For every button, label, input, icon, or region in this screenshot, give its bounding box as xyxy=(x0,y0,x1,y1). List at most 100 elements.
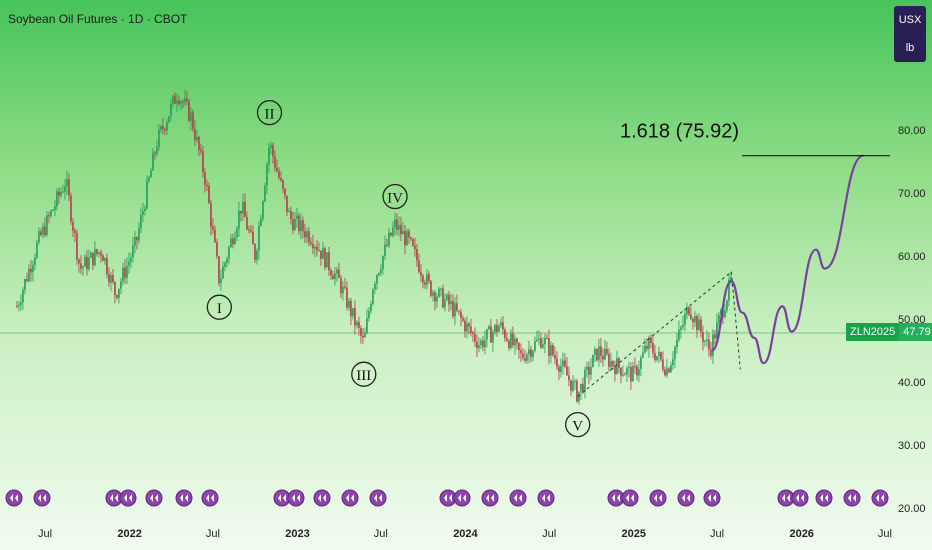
candle-body xyxy=(384,244,386,257)
event-icon-glyph xyxy=(10,494,18,502)
candle-body xyxy=(32,264,34,273)
candle-body xyxy=(224,262,226,267)
candle-body xyxy=(294,218,296,231)
candle-body xyxy=(392,227,394,236)
event-icon xyxy=(341,489,359,507)
candle-body xyxy=(210,203,212,227)
x-tick-label: 2026 xyxy=(789,528,813,540)
candle-body xyxy=(262,201,264,219)
candle-body xyxy=(114,281,116,296)
candle-body xyxy=(682,324,684,328)
candle-body xyxy=(574,380,576,382)
candle-body xyxy=(376,275,378,284)
candle-body xyxy=(256,250,258,260)
candle-body xyxy=(102,255,104,261)
y-tick-label: 70.00 xyxy=(898,188,926,200)
x-tick-label: Jul xyxy=(878,528,892,540)
candle-body xyxy=(46,215,48,235)
candle-body xyxy=(154,152,156,154)
wedge-breakdown-line xyxy=(730,271,741,370)
candle-body xyxy=(24,279,26,290)
candle-body xyxy=(70,195,72,222)
candle-body xyxy=(494,324,496,333)
candle-body xyxy=(270,144,272,148)
candle-body xyxy=(706,339,708,341)
candle-body xyxy=(440,288,442,290)
candle-body xyxy=(172,95,174,104)
candle-body xyxy=(152,152,154,171)
candle-body xyxy=(344,286,346,288)
candle-body xyxy=(536,339,538,342)
event-icon-glyph xyxy=(458,494,466,502)
candle-body xyxy=(696,315,698,331)
candle-body xyxy=(498,326,500,332)
candle-body xyxy=(316,246,318,251)
candle-body xyxy=(182,101,184,103)
event-icon xyxy=(453,489,471,507)
candle-body xyxy=(266,164,268,187)
candle-body xyxy=(240,210,242,214)
candle-body xyxy=(142,211,144,215)
candle-body xyxy=(660,352,662,360)
candle-body xyxy=(44,226,46,235)
x-tick-label: Jul xyxy=(38,528,52,540)
candle-body xyxy=(186,98,188,102)
candle-body xyxy=(578,391,580,402)
candle-body xyxy=(718,315,720,323)
candle-body xyxy=(572,381,574,391)
event-icon-glyph xyxy=(876,494,884,502)
candle-body xyxy=(610,361,612,367)
candle-body xyxy=(556,358,558,367)
candle-body xyxy=(206,184,208,187)
candle-body xyxy=(338,269,340,279)
candle-body xyxy=(666,368,668,376)
candle-body xyxy=(724,310,726,318)
candle-body xyxy=(248,229,250,231)
candle-body xyxy=(280,178,282,181)
event-icon-glyph xyxy=(278,494,286,502)
event-icon-glyph xyxy=(150,494,158,502)
candle-body xyxy=(714,334,716,339)
candle-body xyxy=(546,338,548,340)
candle-body xyxy=(620,367,622,376)
candle-body xyxy=(222,266,224,279)
candle-body xyxy=(624,374,626,376)
candle-body xyxy=(140,214,142,229)
candle-body xyxy=(516,338,518,343)
candle-body xyxy=(238,210,240,229)
candle-body xyxy=(436,296,438,302)
projection-path xyxy=(711,154,864,365)
candle-body xyxy=(458,310,460,312)
candle-body xyxy=(92,252,94,266)
candle-body xyxy=(244,201,246,218)
candle-body xyxy=(304,231,306,238)
candle-body xyxy=(42,226,44,236)
candle-body xyxy=(418,260,420,273)
candle-body xyxy=(664,369,666,376)
candle-body xyxy=(478,345,480,349)
currency-unit-button[interactable]: USX lb xyxy=(894,6,926,62)
x-tick-label: Jul xyxy=(206,528,220,540)
candle-body xyxy=(202,151,204,173)
candle-body xyxy=(492,332,494,343)
event-icon-glyph xyxy=(612,494,620,502)
candle-body xyxy=(454,303,456,317)
candle-body xyxy=(236,228,238,238)
candle-body xyxy=(646,345,648,349)
candle-body xyxy=(352,308,354,317)
candle-body xyxy=(452,301,454,317)
candle-body xyxy=(58,191,60,196)
candle-body xyxy=(378,272,380,276)
fib-label: 1.618 (75.92) xyxy=(620,121,739,143)
event-icon-glyph xyxy=(38,494,46,502)
candle-body xyxy=(488,326,490,330)
event-icon xyxy=(175,489,193,507)
candle-body xyxy=(720,309,722,316)
candle-body xyxy=(678,329,680,340)
candle-body xyxy=(476,341,478,349)
candle-body xyxy=(528,349,530,355)
candle-body xyxy=(496,324,498,332)
event-icon-glyph xyxy=(782,494,790,502)
candle-body xyxy=(524,357,526,361)
